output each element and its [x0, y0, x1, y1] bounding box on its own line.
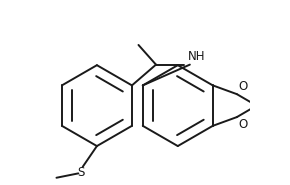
Text: O: O [238, 80, 247, 93]
Text: NH: NH [188, 50, 205, 63]
Text: S: S [77, 166, 84, 179]
Text: O: O [238, 118, 247, 131]
